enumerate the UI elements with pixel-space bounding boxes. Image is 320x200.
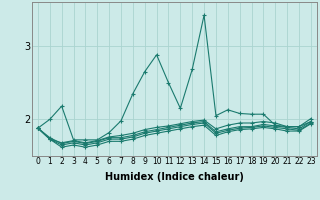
X-axis label: Humidex (Indice chaleur): Humidex (Indice chaleur) <box>105 172 244 182</box>
